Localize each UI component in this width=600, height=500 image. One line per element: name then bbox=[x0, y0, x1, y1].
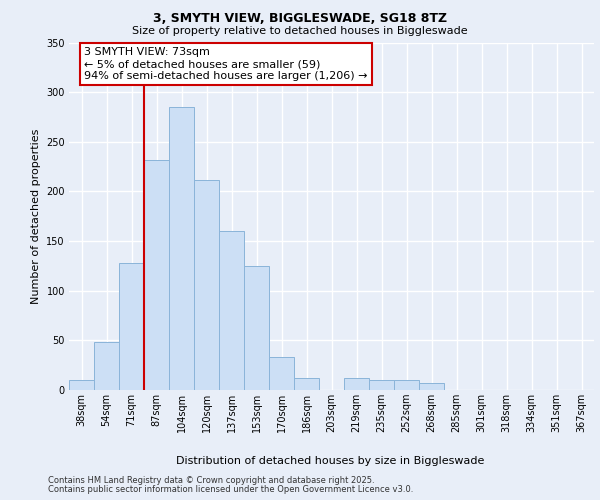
Text: 3 SMYTH VIEW: 73sqm
← 5% of detached houses are smaller (59)
94% of semi-detache: 3 SMYTH VIEW: 73sqm ← 5% of detached hou… bbox=[84, 48, 367, 80]
Text: Size of property relative to detached houses in Biggleswade: Size of property relative to detached ho… bbox=[132, 26, 468, 36]
Bar bbox=[269, 357, 294, 390]
Bar bbox=[369, 380, 394, 390]
Bar bbox=[219, 231, 244, 390]
Y-axis label: Number of detached properties: Number of detached properties bbox=[31, 128, 41, 304]
Bar bbox=[169, 107, 194, 390]
Bar bbox=[144, 160, 169, 390]
Text: Distribution of detached houses by size in Biggleswade: Distribution of detached houses by size … bbox=[176, 456, 484, 466]
Text: Contains public sector information licensed under the Open Government Licence v3: Contains public sector information licen… bbox=[48, 484, 413, 494]
Bar bbox=[119, 263, 144, 390]
Bar bbox=[294, 378, 319, 390]
Text: Contains HM Land Registry data © Crown copyright and database right 2025.: Contains HM Land Registry data © Crown c… bbox=[48, 476, 374, 485]
Bar bbox=[244, 266, 269, 390]
Bar bbox=[344, 378, 369, 390]
Text: 3, SMYTH VIEW, BIGGLESWADE, SG18 8TZ: 3, SMYTH VIEW, BIGGLESWADE, SG18 8TZ bbox=[153, 12, 447, 26]
Bar bbox=[394, 380, 419, 390]
Bar bbox=[94, 342, 119, 390]
Bar bbox=[69, 380, 94, 390]
Bar bbox=[194, 180, 219, 390]
Bar bbox=[419, 383, 444, 390]
